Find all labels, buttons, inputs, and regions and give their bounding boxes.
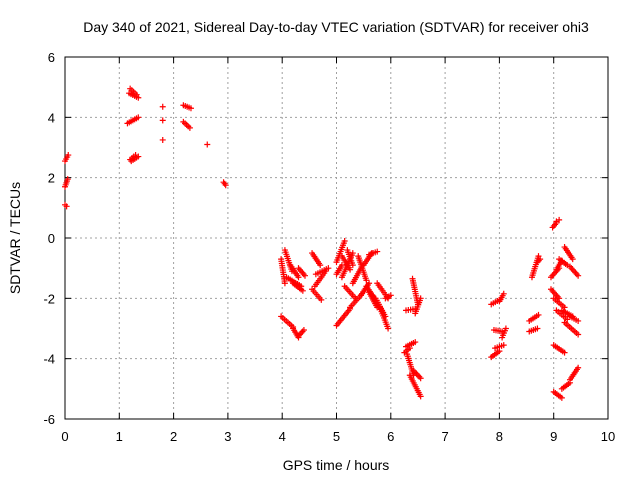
data-point (406, 345, 413, 352)
data-point (300, 327, 307, 334)
axis-ticks: 0 1 2 3 4 5 6 7 8 9 10 6 4 2 0 -2 -4 -6 (43, 50, 615, 444)
data-point (412, 339, 419, 346)
data-point (502, 325, 509, 332)
y-tick-label: -6 (43, 412, 55, 427)
y-tick-label: 4 (48, 110, 55, 125)
data-point (295, 274, 302, 281)
data-point (500, 290, 507, 297)
data-point (159, 103, 166, 110)
data-point (561, 304, 568, 311)
data-point (556, 216, 563, 223)
data-point (302, 272, 309, 279)
data-points (62, 85, 582, 401)
y-axis-label: SDTVAR / TECUs (7, 182, 23, 294)
data-point (159, 136, 166, 143)
data-point (132, 152, 139, 159)
data-point (338, 262, 345, 269)
data-point (135, 94, 142, 101)
x-tick-label: 5 (333, 429, 340, 444)
data-point (349, 262, 356, 269)
data-point (317, 262, 324, 269)
data-point (366, 280, 373, 287)
data-point (187, 105, 194, 112)
data-point (281, 280, 288, 287)
data-point (186, 124, 193, 131)
data-point (564, 316, 571, 323)
x-tick-label: 9 (550, 429, 557, 444)
data-point (63, 203, 70, 210)
data-point (363, 277, 370, 284)
data-point (558, 394, 565, 401)
chart-title: Day 340 of 2021, Sidereal Day-to-day VTE… (83, 19, 589, 35)
x-tick-label: 2 (170, 429, 177, 444)
x-tick-label: 1 (116, 429, 123, 444)
data-point (299, 287, 306, 294)
data-point (414, 301, 421, 308)
data-point (341, 238, 348, 245)
data-point (575, 317, 582, 324)
data-point (575, 364, 582, 371)
x-tick-label: 4 (279, 429, 286, 444)
grid (65, 57, 608, 419)
x-tick-label: 3 (224, 429, 231, 444)
data-point (349, 250, 356, 257)
data-point (159, 117, 166, 124)
x-tick-label: 0 (61, 429, 68, 444)
y-tick-label: 2 (48, 171, 55, 186)
x-tick-label: 7 (441, 429, 448, 444)
data-point (135, 114, 142, 121)
data-point (534, 325, 541, 332)
x-tick-label: 6 (387, 429, 394, 444)
data-point (374, 248, 381, 255)
data-point (535, 311, 542, 318)
x-tick-label: 8 (496, 429, 503, 444)
y-tick-label: -2 (43, 291, 55, 306)
data-point (385, 325, 392, 332)
data-point (325, 265, 332, 272)
data-point (65, 152, 72, 159)
data-point (64, 176, 71, 183)
data-point (133, 91, 140, 98)
data-point (417, 375, 424, 382)
data-point (575, 331, 582, 338)
x-tick-label: 10 (601, 429, 615, 444)
data-point (569, 256, 576, 263)
y-tick-label: -4 (43, 352, 55, 367)
data-point (537, 256, 544, 263)
x-axis-label: GPS time / hours (283, 457, 390, 473)
data-point (417, 393, 424, 400)
data-point (561, 349, 568, 356)
data-point (500, 342, 507, 349)
data-point (222, 182, 229, 189)
y-tick-label: 6 (48, 50, 55, 65)
data-point (575, 272, 582, 279)
data-point (318, 296, 325, 303)
data-point (204, 141, 211, 148)
y-tick-label: 0 (48, 231, 55, 246)
data-point (387, 292, 394, 299)
